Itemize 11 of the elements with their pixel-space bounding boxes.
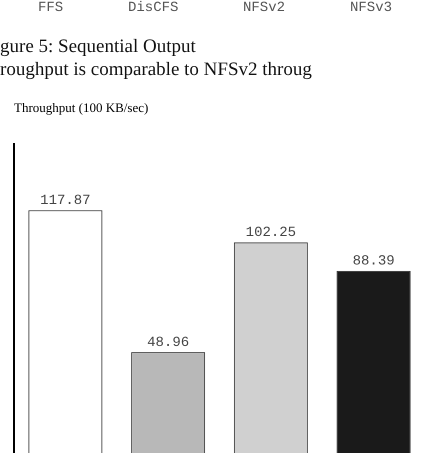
text: roughput is comparable to NFSv2 throug [0, 59, 312, 81]
data-label: 102.25 [246, 225, 296, 242]
data-label: 117.87 [40, 192, 91, 209]
text: FFS [38, 0, 64, 16]
y-axis-title: Throughput (100 KB/sec) [14, 100, 148, 116]
data-label: 88.39 [352, 254, 395, 270]
text: NFSv3 [350, 0, 392, 16]
text: DisCFS [128, 0, 178, 16]
data-label: 48.96 [147, 334, 190, 351]
text: NFSv2 [243, 0, 286, 16]
text: gure 5: Sequential Output [0, 36, 196, 58]
